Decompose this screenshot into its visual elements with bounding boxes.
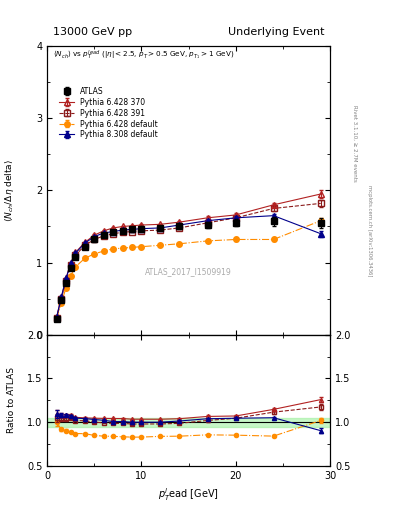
Y-axis label: Ratio to ATLAS: Ratio to ATLAS [7, 367, 16, 433]
Text: 13000 GeV pp: 13000 GeV pp [53, 28, 132, 37]
Text: mcplots.cern.ch [arXiv:1306.3436]: mcplots.cern.ch [arXiv:1306.3436] [367, 185, 373, 276]
Text: Rivet 3.1.10, ≥ 2.7M events: Rivet 3.1.10, ≥ 2.7M events [352, 105, 357, 182]
Legend: ATLAS, Pythia 6.428 370, Pythia 6.428 391, Pythia 6.428 default, Pythia 8.308 de: ATLAS, Pythia 6.428 370, Pythia 6.428 39… [57, 84, 160, 142]
X-axis label: $p_T^l$ead [GeV]: $p_T^l$ead [GeV] [158, 486, 219, 503]
Text: $\langle N_{ch}\rangle$ vs $p_T^{lead}$ ($|\eta| < 2.5$, $p_T > 0.5$ GeV, $p_{T_: $\langle N_{ch}\rangle$ vs $p_T^{lead}$ … [53, 49, 234, 62]
Y-axis label: $\langle N_{ch}/\Delta\eta$ delta$\rangle$: $\langle N_{ch}/\Delta\eta$ delta$\rangl… [3, 159, 16, 222]
Bar [47, 418, 330, 426]
Text: ATLAS_2017_I1509919: ATLAS_2017_I1509919 [145, 267, 232, 276]
Text: Underlying Event: Underlying Event [228, 28, 325, 37]
